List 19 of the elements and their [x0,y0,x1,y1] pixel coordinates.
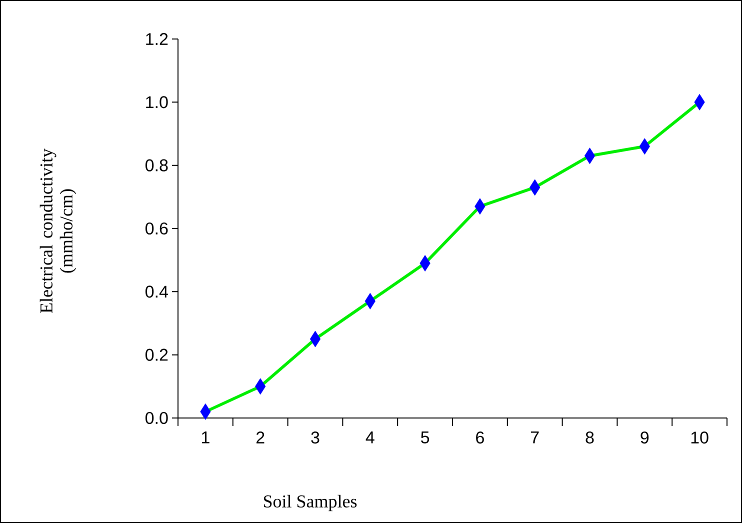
x-tick-label: 6 [476,432,484,444]
y-tick-label: 0.0 [145,412,168,424]
y-tick-label: 0.6 [145,222,168,235]
x-tick-label: 4 [366,432,374,444]
y-tick-label: 0.8 [145,159,168,172]
x-tick-label: 7 [531,432,539,444]
y-tick-label: 0.2 [145,348,168,361]
y-tick-label: 1.2 [146,33,168,45]
x-tick-label: 5 [421,432,430,444]
x-tick-label: 9 [640,432,649,444]
x-tick-label: 1 [202,432,210,444]
x-tick-label: 10 [691,432,708,444]
y-tick-label: 1.0 [146,96,168,108]
x-tick-label: 8 [586,432,594,444]
x-tick-label: 2 [256,432,264,444]
x-axis-title: Soil Samples [264,494,357,512]
x-tick-label: 3 [311,432,320,444]
y-tick-label: 0.4 [145,286,168,298]
y-axis-title: Electrical conductivity (mmho/cm) [40,148,76,313]
